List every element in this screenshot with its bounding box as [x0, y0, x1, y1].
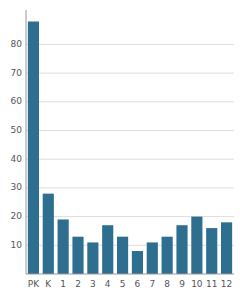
y-tick-label: 40	[11, 154, 23, 164]
bar	[58, 219, 69, 274]
x-axis-line	[26, 274, 234, 275]
x-tick-label: 10	[191, 279, 203, 289]
chart: 1020304050607080PKK123456789101112	[0, 0, 240, 296]
grid-line	[26, 216, 234, 217]
y-tick-label: 70	[11, 68, 23, 78]
y-axis-line	[26, 10, 27, 274]
bar	[162, 237, 173, 274]
bar	[117, 237, 128, 274]
bar	[132, 251, 143, 274]
x-tick-label: 1	[60, 279, 66, 289]
bar	[191, 217, 202, 274]
grid-line	[26, 130, 234, 131]
y-tick-label: 30	[11, 182, 23, 192]
bar	[43, 194, 54, 274]
x-tick-label: 7	[149, 279, 155, 289]
y-tick-label: 10	[11, 240, 23, 250]
bar	[176, 225, 187, 274]
x-tick-label: 6	[135, 279, 141, 289]
x-tick-label: 4	[105, 279, 111, 289]
y-tick-labels: 10 20 30 40 50 60 70 80	[11, 39, 23, 250]
y-grid	[26, 44, 234, 245]
x-tick-label: 2	[75, 279, 81, 289]
bar	[28, 21, 39, 274]
grid-line	[26, 245, 234, 246]
x-tick-label: 12	[221, 279, 232, 289]
x-tick-labels: PKK123456789101112	[28, 279, 233, 289]
grid-line	[26, 187, 234, 188]
y-tick-label: 20	[11, 211, 23, 221]
x-tick-label: 9	[179, 279, 185, 289]
grid-line	[26, 44, 234, 45]
bar	[87, 242, 98, 274]
grid-line	[26, 73, 234, 74]
bars	[28, 21, 232, 274]
bar	[147, 242, 158, 274]
x-tick-label: 8	[164, 279, 170, 289]
grid-line	[26, 101, 234, 102]
x-tick-label: 11	[206, 279, 217, 289]
bar	[72, 237, 83, 274]
bar	[102, 225, 113, 274]
x-tick-label: 3	[90, 279, 96, 289]
y-tick-label: 50	[11, 125, 23, 135]
bar	[206, 228, 217, 274]
grid-line	[26, 159, 234, 160]
page: {"chart_data": {"type": "bar", "categori…	[0, 0, 240, 296]
y-tick-label: 80	[11, 39, 23, 49]
x-tick-label: PK	[28, 279, 40, 289]
x-tick-label: K	[45, 279, 52, 289]
x-tick-label: 5	[120, 279, 126, 289]
bar	[221, 222, 232, 274]
y-tick-label: 60	[11, 96, 23, 106]
